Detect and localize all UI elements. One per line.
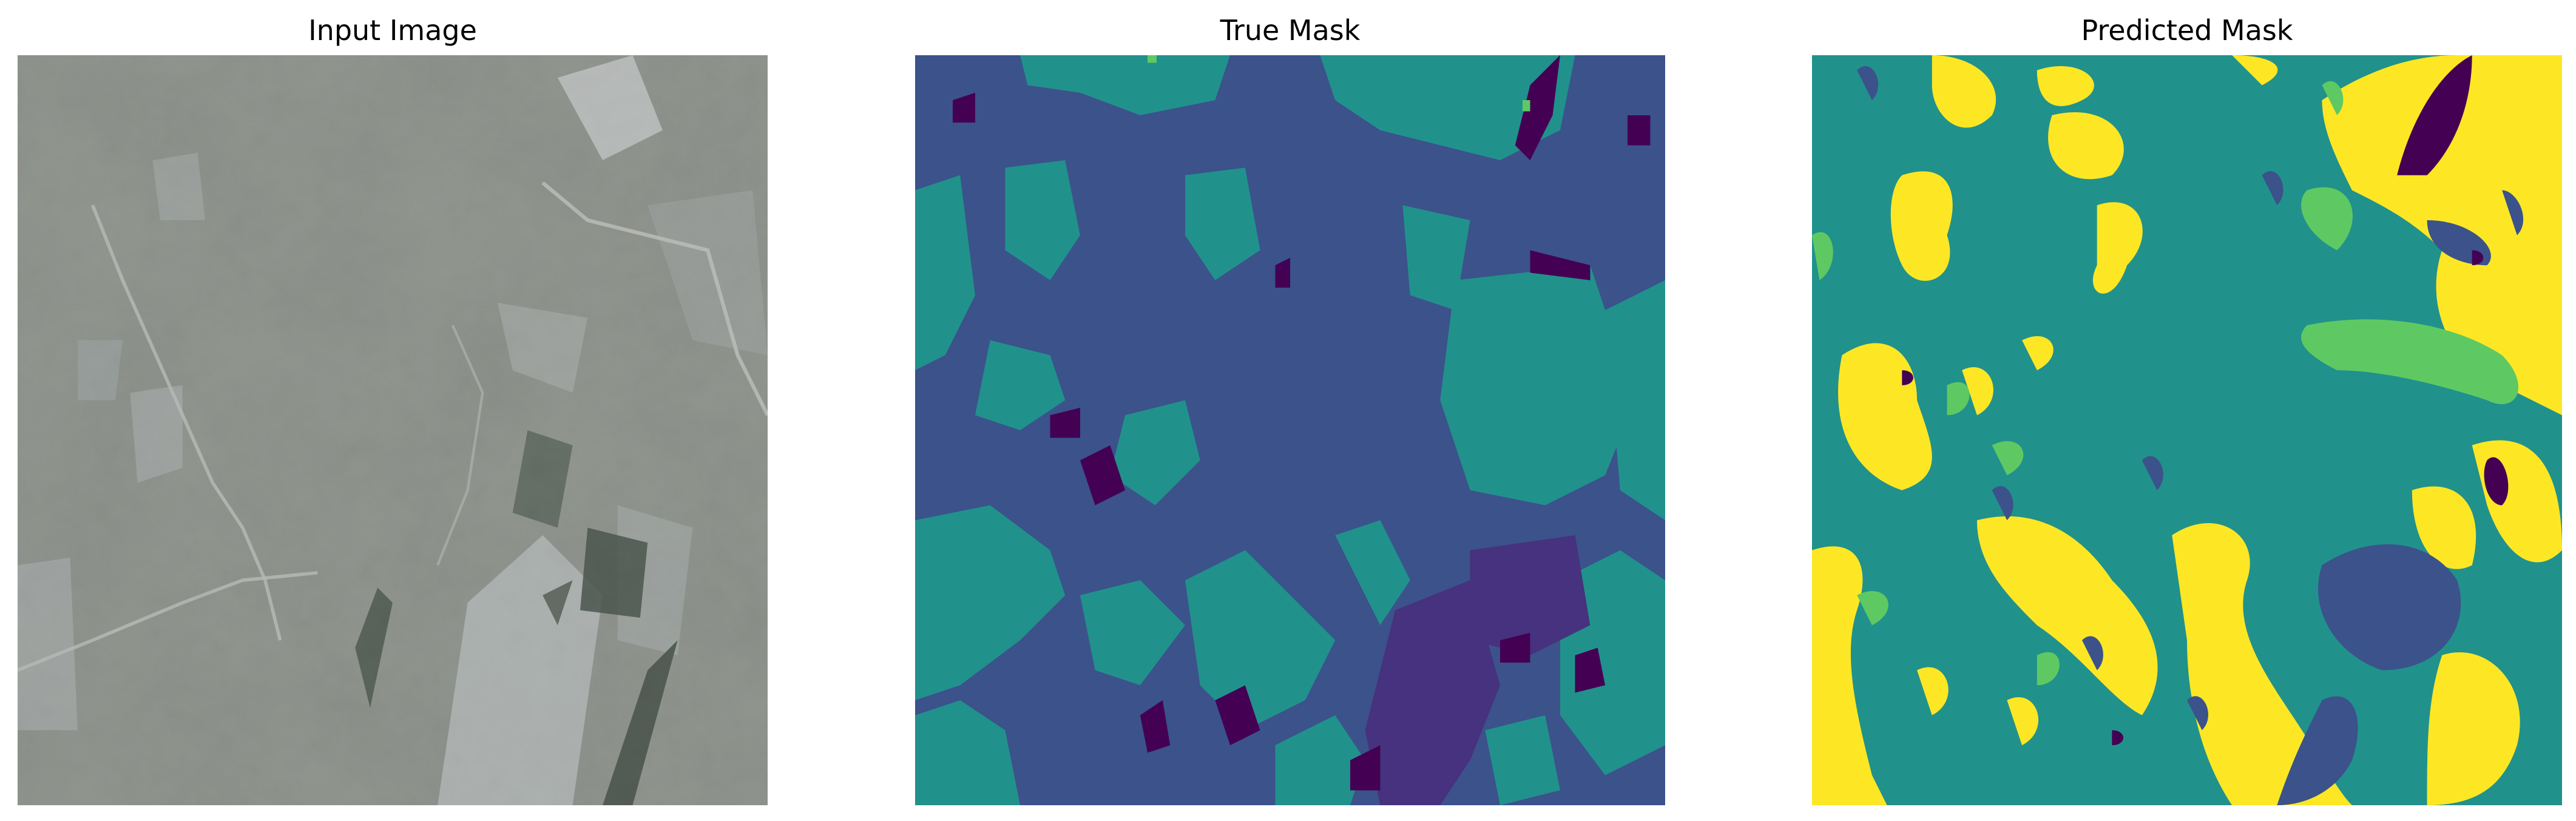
predicted-mask-image [1812,55,2562,805]
true-mask-image [915,55,1665,805]
predicted-mask-title: Predicted Mask [2081,14,2293,47]
segmentation-predicted-mask [1812,55,2562,805]
true-mask-title: True Mask [1220,14,1361,47]
input-image-title: Input Image [308,14,477,47]
input-image-panel: Input Image [18,0,768,821]
aerial-photo [18,55,768,805]
segmentation-true-mask [915,55,1665,805]
true-mask-panel: True Mask [915,0,1665,821]
predicted-mask-panel: Predicted Mask [1812,0,2562,821]
input-image [18,55,768,805]
